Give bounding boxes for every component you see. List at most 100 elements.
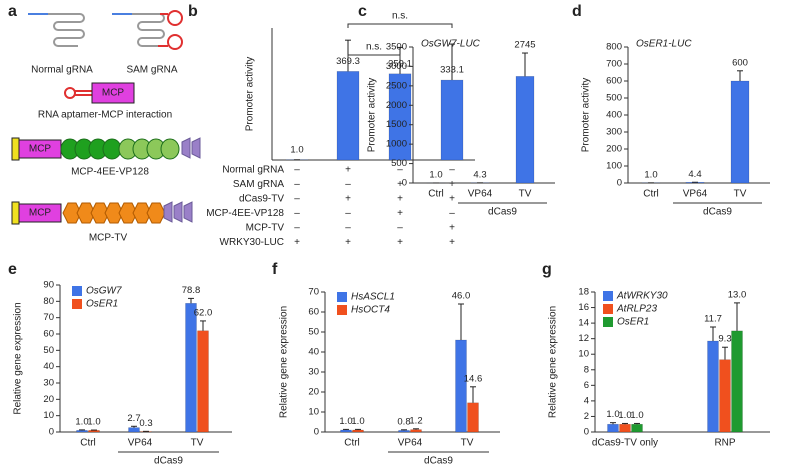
- value-label: 1.0: [75, 416, 88, 427]
- aptamer: [158, 10, 183, 50]
- bar: [719, 359, 731, 433]
- y-tick-label: 90: [43, 280, 54, 291]
- y-tick-label: 70: [43, 312, 54, 323]
- bar: [340, 429, 352, 433]
- condition-mark: –: [397, 223, 403, 234]
- y-tick-label: 3500: [386, 42, 407, 53]
- panel-a: a Normal gRNA SAM gRNA MCP RNA aptamer-M…: [8, 3, 201, 244]
- y-tick-label: 18: [578, 287, 589, 298]
- y-tick-label: 2000: [386, 100, 407, 111]
- y-tick-label: 3000: [386, 61, 407, 72]
- value-label: 1.0: [87, 417, 100, 428]
- legend-swatch: [72, 299, 82, 309]
- condition-mark: +: [449, 194, 455, 205]
- legend-label: HsOCT4: [351, 305, 390, 316]
- value-label: 2.7: [127, 413, 140, 424]
- label: SAM gRNA: [126, 65, 177, 76]
- label: Normal gRNA: [31, 65, 93, 76]
- y-axis-title: Promoter activity: [367, 78, 378, 152]
- group-label: dCas9: [488, 207, 517, 218]
- bar: [76, 430, 88, 433]
- y-tick-label: 14: [578, 318, 589, 329]
- condition-mark: –: [345, 179, 351, 190]
- panel-letter: d: [572, 3, 582, 20]
- y-tick-label: 50: [308, 327, 319, 338]
- y-tick-label: 400: [606, 110, 622, 121]
- condition-label: MCP-4EE-VP128: [206, 208, 284, 219]
- bar: [455, 339, 467, 433]
- bar: [619, 423, 631, 433]
- bar: [730, 80, 750, 184]
- bar: [410, 429, 422, 433]
- bar: [185, 303, 197, 433]
- legend-label: HsASCL1: [351, 292, 395, 303]
- label: MCP: [102, 88, 125, 99]
- group-label: dCas9: [424, 456, 453, 465]
- value-label: 62.0: [194, 307, 213, 318]
- value-label: 600: [732, 57, 748, 68]
- legend-label: AtWRKY30: [616, 291, 668, 302]
- legend-label: OsER1: [86, 299, 118, 310]
- nls: [11, 201, 20, 225]
- value-label: 78.8: [182, 285, 201, 296]
- chart-title: OsGW7-LUC: [421, 39, 481, 50]
- nls: [11, 137, 20, 161]
- legend-swatch: [603, 304, 613, 314]
- y-tick-label: 10: [308, 407, 319, 418]
- y-tick-label: 600: [606, 76, 622, 87]
- mcp-box: [91, 82, 135, 104]
- value-label: 1.0: [351, 416, 364, 427]
- legend-swatch: [337, 292, 347, 302]
- bar: [440, 79, 464, 161]
- condition-label: WRKY30-LUC: [220, 237, 284, 248]
- y-tick-label: 0: [617, 178, 622, 189]
- condition-mark: –: [294, 165, 300, 176]
- y-axis-title: Promoter activity: [245, 57, 256, 131]
- scaffold: [132, 13, 165, 47]
- condition-mark: +: [449, 179, 455, 190]
- y-tick-label: 300: [606, 127, 622, 138]
- value-label: 9.3: [718, 334, 731, 345]
- label: MCP-TV: [89, 233, 128, 244]
- group-label: dCas9: [154, 456, 183, 465]
- y-tick-label: 100: [606, 161, 622, 172]
- y-tick-label: 2500: [386, 80, 407, 91]
- value-label: 359.1: [388, 58, 412, 69]
- condition-mark: +: [397, 208, 403, 219]
- value-label: 1.0: [618, 410, 631, 421]
- x-tick-label: TV: [191, 438, 204, 449]
- condition-label: MCP-TV: [246, 223, 285, 234]
- x-tick-label: dCas9-TV only: [592, 438, 658, 449]
- y-tick-label: 8: [584, 364, 589, 375]
- condition-mark: –: [397, 165, 403, 176]
- legend-label: AtRLP23: [616, 304, 657, 315]
- bar: [731, 330, 743, 433]
- condition-label: dCas9-TV: [239, 194, 284, 205]
- label: MCP: [29, 208, 52, 219]
- value-label: 333.1: [440, 65, 464, 76]
- x-tick-label: Ctrl: [428, 189, 444, 200]
- y-tick-label: 20: [43, 394, 54, 405]
- panel-letter: f: [272, 261, 278, 278]
- value-label: 1.0: [339, 416, 352, 427]
- legend-swatch: [72, 286, 82, 296]
- x-tick-label: VP64: [683, 189, 708, 200]
- condition-mark: –: [294, 179, 300, 190]
- value-label: 14.6: [464, 373, 483, 384]
- label: MCP: [29, 144, 52, 155]
- aptamer: [64, 87, 92, 99]
- bar: [88, 430, 100, 433]
- value-label: 0.3: [139, 418, 152, 429]
- mcp-box: [18, 203, 62, 223]
- bar: [197, 330, 209, 433]
- vp-domains: [60, 137, 201, 160]
- y-tick-label: 500: [606, 93, 622, 104]
- bar: [352, 429, 364, 433]
- chart-title: OsER1-LUC: [636, 39, 692, 50]
- y-tick-label: 0: [584, 427, 589, 438]
- condition-mark: +: [345, 165, 351, 176]
- group-label: dCas9: [703, 207, 732, 218]
- x-tick-label: VP64: [128, 438, 153, 449]
- bar: [631, 423, 643, 433]
